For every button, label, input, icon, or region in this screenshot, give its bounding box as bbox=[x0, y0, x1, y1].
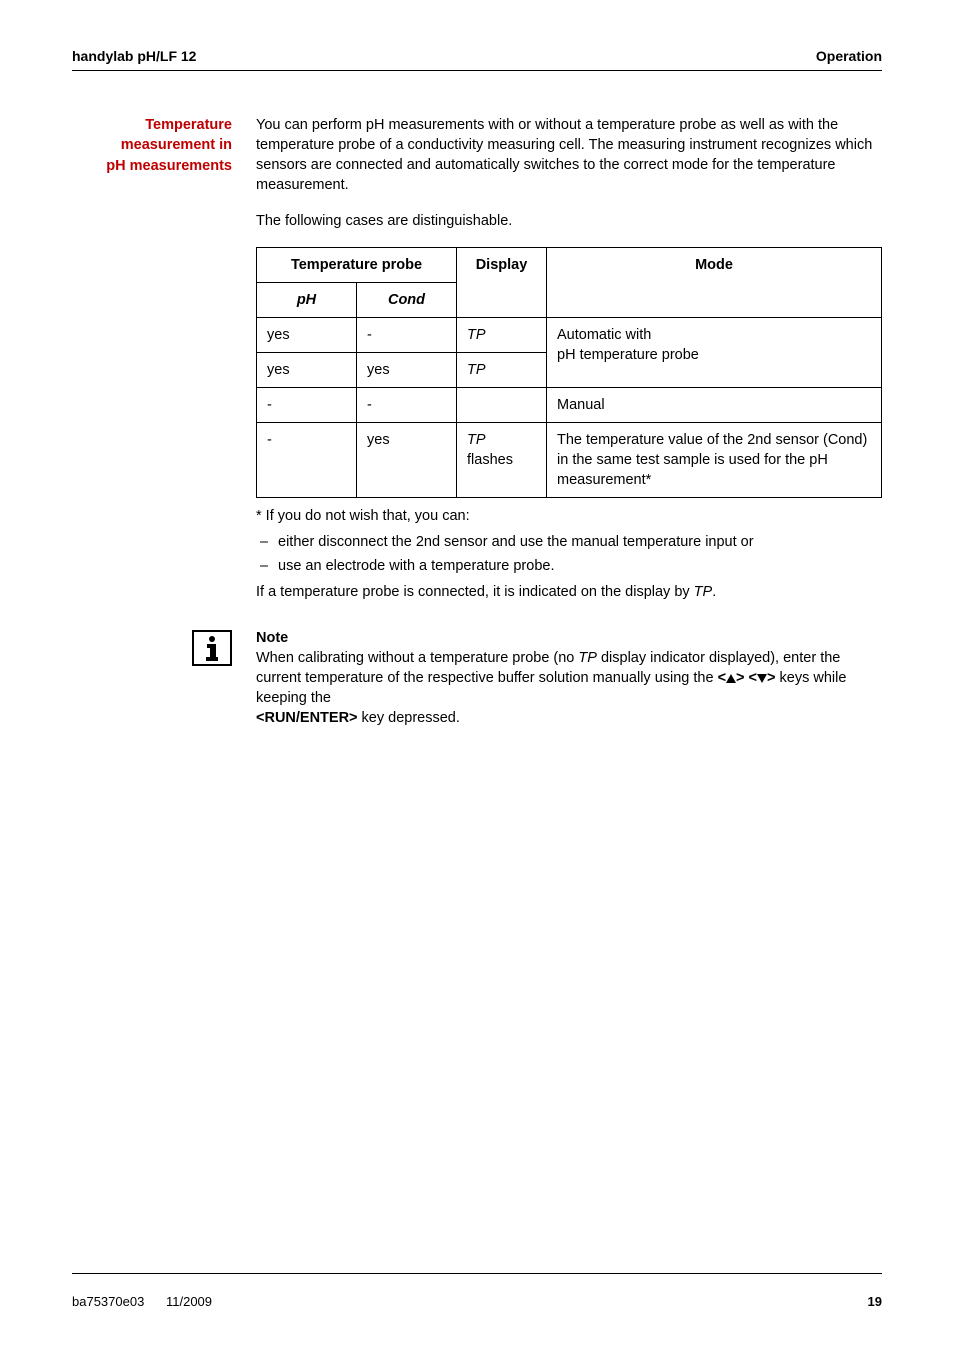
header-right: Operation bbox=[816, 48, 882, 64]
note-pre: When calibrating without a temperature p… bbox=[256, 650, 578, 666]
key-up-open: < bbox=[718, 670, 726, 686]
info-icon-svg bbox=[202, 635, 222, 661]
th-probe: Temperature probe bbox=[257, 248, 457, 283]
table-row: - - Manual bbox=[257, 388, 882, 423]
mode-auto-l1: Automatic with bbox=[557, 327, 651, 343]
th-ph: pH bbox=[257, 283, 357, 318]
table-row: yes - TP Automatic with pH temperature p… bbox=[257, 318, 882, 353]
margin-heading-l1: Temperature bbox=[145, 117, 232, 133]
footnote-lead: * If you do not wish that, you can: bbox=[256, 506, 882, 526]
footer-doc-id: ba75370e03 bbox=[72, 1294, 144, 1309]
margin-heading-l2: measurement in bbox=[121, 137, 232, 153]
note-end: key depressed. bbox=[358, 710, 460, 726]
info-icon bbox=[192, 630, 232, 666]
cell-display: TP flashes bbox=[457, 423, 547, 498]
cell-ph: yes bbox=[257, 353, 357, 388]
note-body-col: Note When calibrating without a temperat… bbox=[256, 628, 882, 728]
cell-cond: yes bbox=[357, 423, 457, 498]
footer-left: ba75370e03 11/2009 bbox=[72, 1294, 212, 1309]
cell-display bbox=[457, 388, 547, 423]
margin-heading: Temperature measurement in pH measuremen… bbox=[72, 115, 232, 176]
footnote-after-tp: TP bbox=[694, 584, 713, 600]
list-item: either disconnect the 2nd sensor and use… bbox=[256, 532, 882, 552]
cell-cond: - bbox=[357, 388, 457, 423]
mode-auto-l2: pH temperature probe bbox=[557, 347, 699, 363]
key-down-open: < bbox=[745, 670, 758, 686]
th-cond: Cond bbox=[357, 283, 457, 318]
cell-ph: - bbox=[257, 388, 357, 423]
footer-date: 11/2009 bbox=[166, 1294, 212, 1309]
cell-display-tp: TP bbox=[467, 432, 486, 448]
footnote-after-post: . bbox=[712, 584, 716, 600]
body-col: You can perform pH measurements with or … bbox=[256, 115, 882, 618]
note-tp: TP bbox=[578, 650, 597, 666]
cell-display: TP bbox=[457, 353, 547, 388]
header-left: handylab pH/LF 12 bbox=[72, 48, 196, 64]
intro-p1: You can perform pH measurements with or … bbox=[256, 115, 882, 195]
cell-cond: yes bbox=[357, 353, 457, 388]
run-enter-key: <RUN/ENTER> bbox=[256, 710, 358, 726]
note-body: When calibrating without a temperature p… bbox=[256, 648, 882, 728]
cell-cond: - bbox=[357, 318, 457, 353]
note-title: Note bbox=[256, 628, 882, 648]
cell-ph: yes bbox=[257, 318, 357, 353]
cell-display-flashes: flashes bbox=[467, 452, 513, 468]
cell-ph: - bbox=[257, 423, 357, 498]
footnote-after-pre: If a temperature probe is connected, it … bbox=[256, 584, 694, 600]
note-icon-col bbox=[72, 628, 232, 728]
footer-page-num: 19 bbox=[868, 1294, 882, 1309]
margin-heading-l3: pH measurements bbox=[106, 158, 232, 174]
margin-heading-col: Temperature measurement in pH measuremen… bbox=[72, 115, 232, 618]
cell-mode: The temperature value of the 2nd sensor … bbox=[547, 423, 882, 498]
intro-p2: The following cases are distinguishable. bbox=[256, 211, 882, 231]
table-row: - yes TP flashes The temperature value o… bbox=[257, 423, 882, 498]
cell-mode-auto: Automatic with pH temperature probe bbox=[547, 318, 882, 388]
temperature-table: Temperature probe Display Mode pH Cond y… bbox=[256, 247, 882, 498]
th-display: Display bbox=[457, 248, 547, 318]
key-up-close: > bbox=[736, 670, 744, 686]
list-item: use an electrode with a temperature prob… bbox=[256, 556, 882, 576]
footnote-after: If a temperature probe is connected, it … bbox=[256, 582, 882, 602]
triangle-up-icon bbox=[726, 674, 736, 683]
footnote-list: either disconnect the 2nd sensor and use… bbox=[256, 532, 882, 576]
page-header: handylab pH/LF 12 Operation bbox=[72, 48, 882, 71]
th-mode: Mode bbox=[547, 248, 882, 318]
table-header-row-1: Temperature probe Display Mode bbox=[257, 248, 882, 283]
cell-display: TP bbox=[457, 318, 547, 353]
page-footer: ba75370e03 11/2009 19 bbox=[72, 1273, 882, 1309]
cell-mode: Manual bbox=[547, 388, 882, 423]
triangle-down-icon bbox=[757, 674, 767, 683]
